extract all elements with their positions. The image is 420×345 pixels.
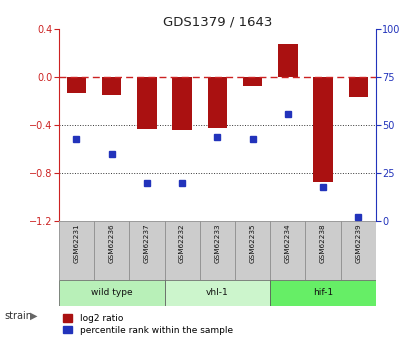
Bar [59, 279, 165, 306]
Text: GSM62232: GSM62232 [179, 223, 185, 263]
Bar [67, 77, 86, 93]
Text: wild type: wild type [91, 288, 132, 297]
Bar [200, 221, 235, 279]
Bar [278, 44, 297, 77]
Text: GSM62233: GSM62233 [214, 223, 221, 263]
Text: GSM62237: GSM62237 [144, 223, 150, 263]
Text: GSM62231: GSM62231 [74, 223, 79, 263]
Bar [305, 221, 341, 279]
Bar [313, 77, 333, 182]
Legend: log2 ratio, percentile rank within the sample: log2 ratio, percentile rank within the s… [63, 314, 233, 335]
Text: ▶: ▶ [30, 311, 38, 321]
Text: hif-1: hif-1 [313, 288, 333, 297]
Bar [270, 279, 376, 306]
Bar [349, 77, 368, 97]
Bar [270, 221, 305, 279]
Bar [207, 77, 227, 128]
Bar [165, 221, 200, 279]
Bar [59, 221, 94, 279]
Bar [173, 77, 192, 130]
Text: GSM62234: GSM62234 [285, 223, 291, 263]
Text: vhl-1: vhl-1 [206, 288, 229, 297]
Bar [102, 77, 121, 95]
Bar [235, 221, 270, 279]
Bar [137, 77, 157, 129]
Bar [243, 77, 262, 86]
Text: GSM62236: GSM62236 [109, 223, 115, 263]
Text: strain: strain [4, 311, 32, 321]
Text: GSM62238: GSM62238 [320, 223, 326, 263]
Bar [165, 279, 270, 306]
Title: GDS1379 / 1643: GDS1379 / 1643 [163, 15, 272, 28]
Text: GSM62235: GSM62235 [249, 223, 256, 263]
Text: GSM62239: GSM62239 [355, 223, 361, 263]
Bar [129, 221, 165, 279]
Bar [341, 221, 376, 279]
Bar [94, 221, 129, 279]
